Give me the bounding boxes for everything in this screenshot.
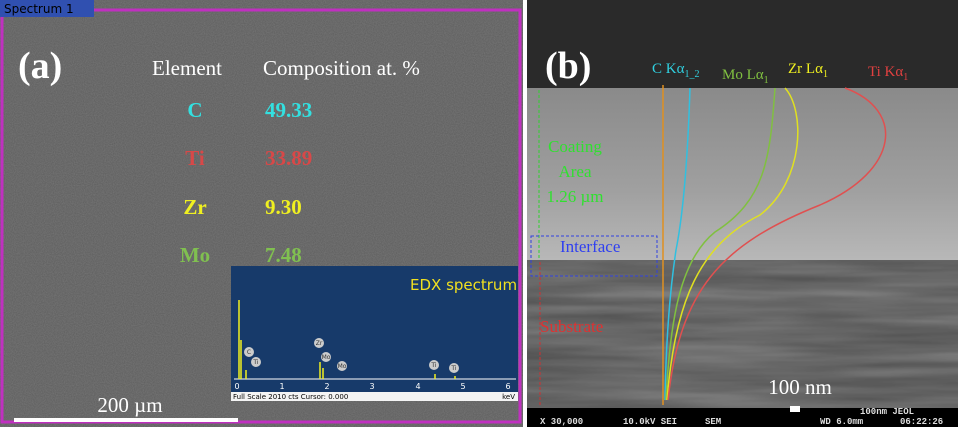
tick-label: 1 [279,382,284,391]
tick-label: 3 [369,382,374,391]
header: Element [152,56,222,80]
trace-name: Ti Kα [868,64,903,80]
trace-name: Zr Lα [788,61,823,77]
peak-label: C [247,349,251,356]
tick-label: 2 [324,382,329,391]
coating-layer [527,88,958,260]
interface-label: Interface [560,237,620,256]
scale-label: 100 nm [768,375,832,399]
footer-item: 10.0kV SEI [623,417,677,427]
inset-footer: Full Scale 2010 cts Cursor: 0.000 [233,393,348,401]
substrate-label: Substrate [540,317,603,336]
footer-item: SEM [705,417,721,427]
panel-label: (b) [545,45,591,87]
coating-line: Coating [548,137,602,156]
tick-label: 5 [460,382,465,391]
peak-label: Zr [316,340,323,347]
value: 9.30 [265,195,302,219]
scale-bar [14,418,238,422]
panel-b: (b) C Kα1_2 Mo Lα1 Zr Lα1 Ti Kα1 Coating… [527,0,958,427]
peak-label: Ti [430,362,436,369]
trace-sub: 1 [823,69,828,80]
peak-label: Ti [450,365,456,372]
panel-label: (a) [18,45,62,87]
tick-label: 6 [505,382,510,391]
badge: Spectrum 1 [4,2,74,16]
footer-item: 06:22:26 [900,417,943,427]
trace-name: C Kα [652,61,685,77]
tick-label: 0 [234,382,239,391]
element: Zr [183,195,206,219]
coating-line: 1.26 µm [546,187,603,206]
inset-title: EDX spectrum [410,276,517,294]
figure: Spectrum 1 (a) Element Composition at. %… [0,0,958,427]
inset-unit: keV [502,393,515,401]
value: 7.48 [265,243,302,267]
peak-label: Ti [252,359,258,366]
element: C [187,98,202,122]
panel-a: Spectrum 1 (a) Element Composition at. %… [0,0,523,427]
peak-label: Mo [322,354,331,361]
footer-scale: 100nm JEOL [860,407,914,417]
tick-label: 4 [415,382,420,391]
scale-bar [790,406,800,412]
edx-inset: EDX spectrum C Ti Zr Mo Mo Ti Ti 0 1 2 3… [231,266,518,401]
trace-name: Mo Lα [722,67,764,83]
page: Spectrum 1 (a) Element Composition at. %… [0,0,958,427]
peak-label: Mo [338,363,347,370]
element: Ti [185,146,205,170]
trace-sub: 1 [903,72,908,83]
scale-label: 200 µm [97,393,162,417]
footer-item: WD 6.0mm [820,417,864,427]
value: 49.33 [265,98,312,122]
value: 33.89 [265,146,312,170]
coating-line: Area [558,162,591,181]
footer-item: X 30,000 [540,417,583,427]
header: Composition at. % [263,56,420,80]
trace-sub: 1_2 [684,69,699,80]
element: Mo [180,243,210,267]
trace-sub: 1 [764,75,769,86]
